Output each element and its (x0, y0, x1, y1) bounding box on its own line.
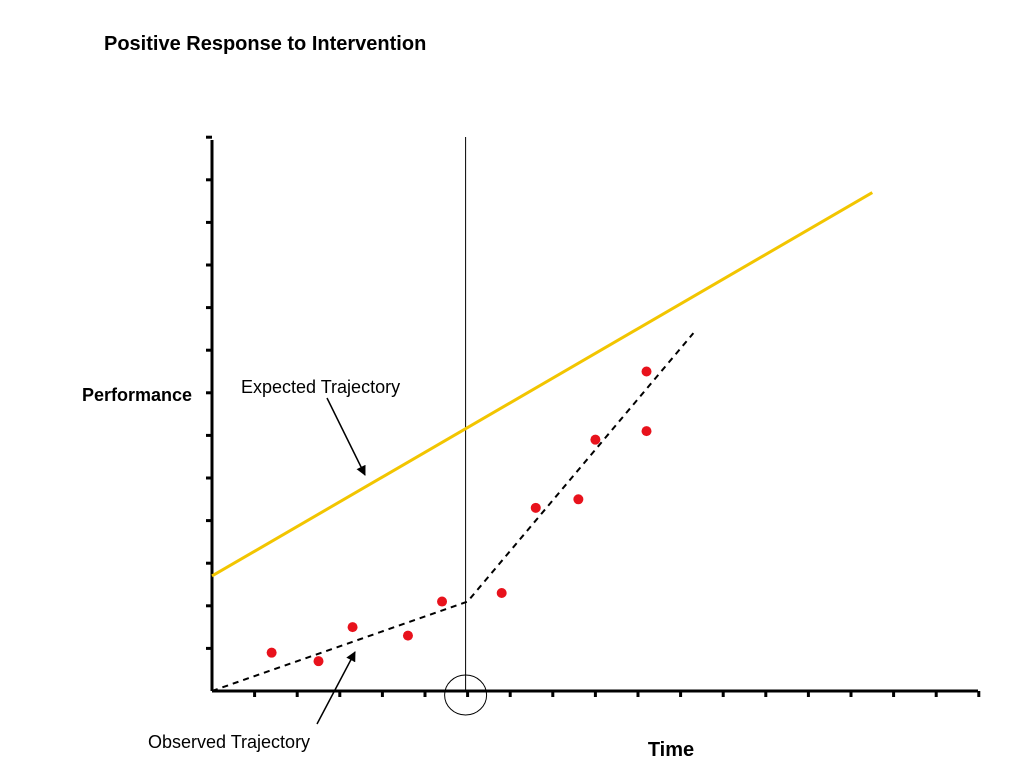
data-point (641, 366, 652, 377)
data-point (313, 656, 324, 667)
axes (206, 135, 981, 697)
expected-trajectory-arrow (326, 397, 366, 476)
intervention-circle (444, 674, 488, 716)
expected-trajectory-label: Expected Trajectory (241, 377, 400, 397)
expected-trajectory-line (211, 191, 874, 578)
data-point (641, 426, 652, 437)
annotation-layer: Expected Trajectory Observed Trajectory (148, 377, 400, 752)
data-point (530, 502, 541, 513)
data-point (590, 434, 601, 445)
data-point (347, 622, 358, 633)
data-point (266, 647, 277, 658)
data-point (437, 596, 448, 607)
data-point (402, 630, 413, 641)
x-axis-label: Time (648, 739, 694, 761)
data-point (496, 588, 507, 599)
data-point (573, 494, 584, 505)
observed-trajectory-label: Observed Trajectory (148, 732, 310, 752)
y-axis-label: Performance (82, 385, 192, 405)
page-title: Positive Response to Intervention (104, 33, 427, 55)
series-layer (211, 137, 874, 716)
observed-trajectory-arrow (316, 651, 356, 725)
observed-trajectory-line (211, 332, 695, 692)
